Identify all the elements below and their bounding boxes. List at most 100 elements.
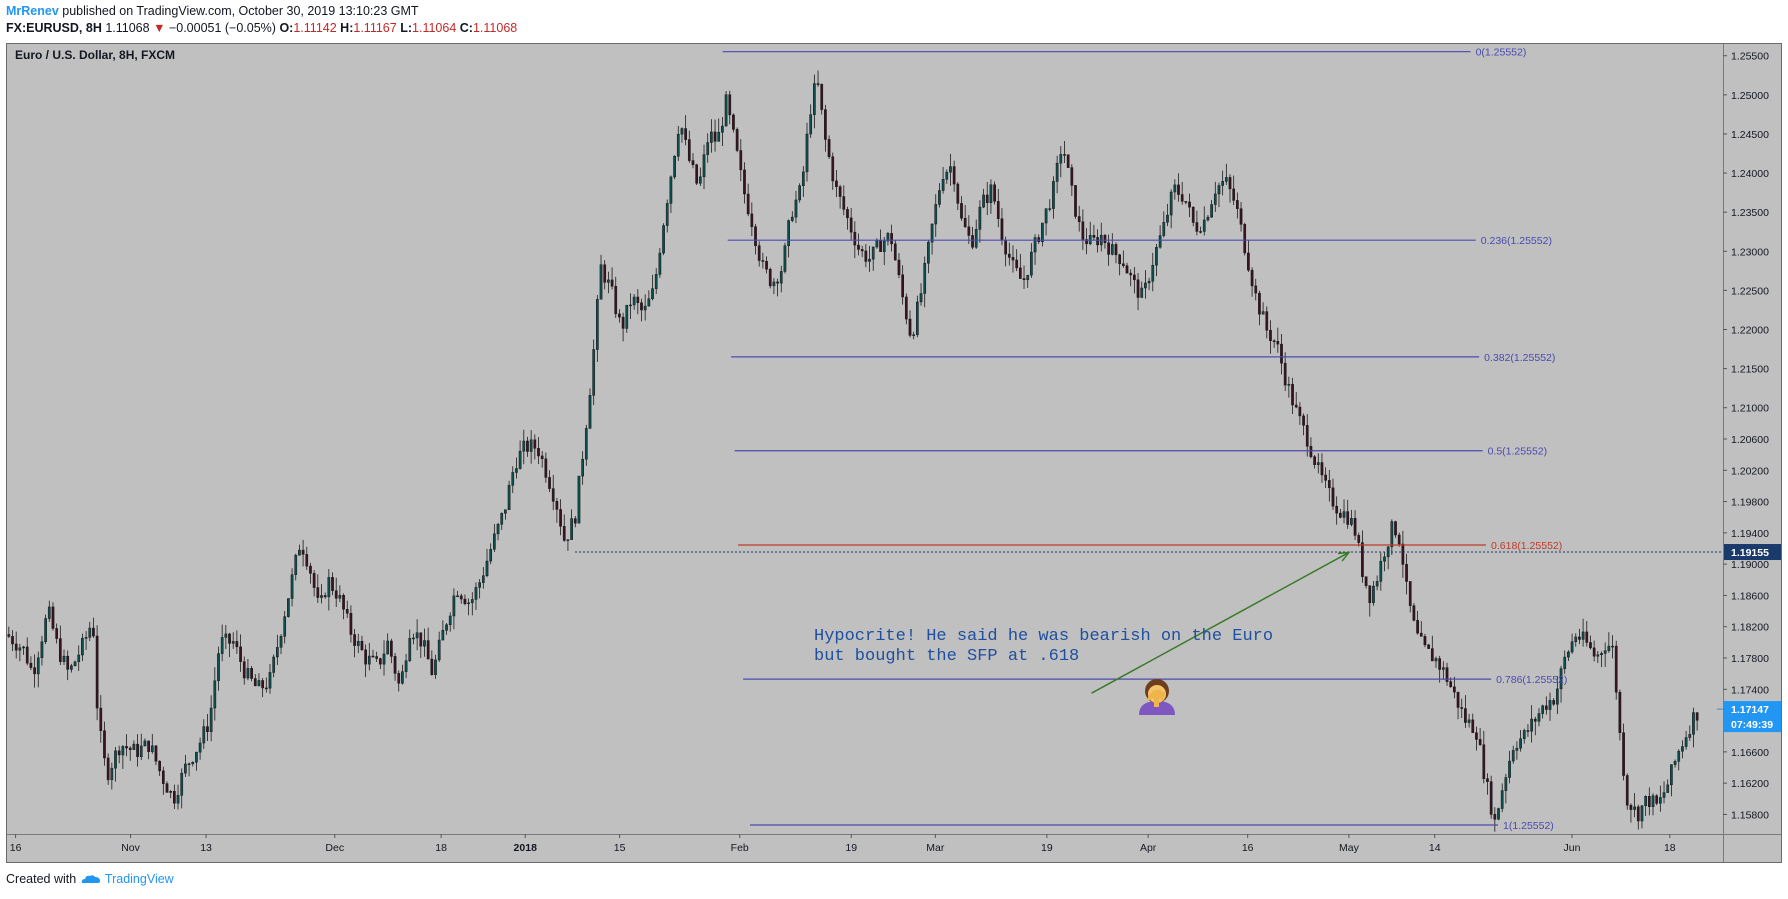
candle-body xyxy=(136,743,139,757)
candle-body xyxy=(7,634,11,637)
candle-body xyxy=(1456,691,1460,708)
candle-body xyxy=(1147,280,1151,284)
candle-body xyxy=(1085,239,1088,245)
candle-body xyxy=(51,606,55,629)
candle-body xyxy=(1556,688,1559,705)
candle-body xyxy=(875,240,879,248)
candle-body xyxy=(220,637,224,654)
candle-body xyxy=(1169,191,1173,216)
candle-body xyxy=(1375,581,1379,587)
candle-body xyxy=(1007,253,1011,258)
candle-body xyxy=(1405,564,1408,582)
candle-body xyxy=(912,334,916,337)
candle-body xyxy=(702,154,706,178)
price-chart[interactable]: Euro / U.S. Dollar, 8H, FXCM 1.25500 1.250… xyxy=(7,44,1782,863)
candle-body xyxy=(92,627,95,637)
candle-body xyxy=(1419,632,1423,637)
candle-body xyxy=(1353,518,1357,536)
candle-body xyxy=(949,166,952,173)
candle-body xyxy=(1239,208,1243,225)
candle-body xyxy=(632,296,636,306)
candle-body xyxy=(595,299,599,350)
author-link[interactable]: MrRenev xyxy=(6,4,59,18)
candle-body xyxy=(448,615,452,625)
candle-body xyxy=(1121,263,1125,266)
candle-body xyxy=(551,488,555,502)
candle-body xyxy=(73,661,77,667)
candle-body xyxy=(651,288,654,300)
candle-body xyxy=(1018,267,1022,279)
tradingview-link[interactable]: TradingView xyxy=(104,872,174,886)
annotation-arrow[interactable] xyxy=(1091,551,1350,694)
candle-body xyxy=(1258,292,1261,315)
x-tick-label: 14 xyxy=(1429,842,1441,854)
candle-body xyxy=(275,647,279,658)
candle-body xyxy=(345,609,349,614)
candle-body xyxy=(871,246,875,260)
candle-body xyxy=(1692,712,1695,735)
candle-body xyxy=(1434,658,1438,662)
candle-body xyxy=(978,206,982,230)
candle-body xyxy=(279,636,283,648)
candle-body xyxy=(1416,620,1419,634)
candle-body xyxy=(338,595,342,599)
candle-body xyxy=(838,186,842,197)
candle-body xyxy=(1397,534,1401,545)
x-tick-label: Dec xyxy=(325,842,344,854)
candle-body xyxy=(305,554,309,567)
candle-body xyxy=(268,672,272,689)
candle-body xyxy=(1651,795,1655,808)
candle-body xyxy=(1662,792,1666,798)
candle-body xyxy=(816,83,820,85)
candle-body xyxy=(1544,705,1548,710)
candle-body xyxy=(1077,216,1081,223)
candle-body xyxy=(434,659,437,675)
candle-body xyxy=(618,313,621,318)
candle-body xyxy=(1633,806,1636,810)
candle-body xyxy=(864,250,868,262)
candle-body xyxy=(1574,636,1578,643)
candle-body xyxy=(309,565,312,574)
candle-body xyxy=(1611,645,1614,648)
candle-body xyxy=(169,791,173,793)
candle-body xyxy=(132,743,136,750)
candle-body xyxy=(1684,737,1688,747)
candle-body xyxy=(857,244,860,250)
candle-body xyxy=(1155,247,1158,266)
candle-body xyxy=(735,129,739,151)
candle-body xyxy=(643,305,647,311)
candle-body xyxy=(493,533,496,550)
candle-body xyxy=(923,262,927,294)
candle-body xyxy=(356,640,360,646)
candle-body xyxy=(1011,257,1015,261)
candle-body xyxy=(290,574,294,599)
candle-body xyxy=(22,646,25,649)
candle-body xyxy=(544,458,548,478)
candle-body xyxy=(154,745,158,762)
candle-body xyxy=(1390,521,1394,548)
candle-body xyxy=(853,231,857,246)
candle-body xyxy=(272,656,276,673)
candle-body xyxy=(1511,750,1515,762)
candle-body xyxy=(235,641,239,648)
candle-body xyxy=(1173,184,1177,193)
y-tick-label: 1.18200 xyxy=(1731,622,1769,634)
candle-body xyxy=(676,133,680,157)
candle-body xyxy=(1338,512,1342,518)
candle-body xyxy=(1110,244,1114,255)
y-tick-label: 1.25500 xyxy=(1731,51,1769,63)
candle-body xyxy=(121,746,125,756)
candle-body xyxy=(1486,778,1489,782)
candle-body xyxy=(246,668,250,679)
candle-body xyxy=(143,740,147,747)
candle-body xyxy=(1629,804,1633,810)
y-tick-label: 1.17400 xyxy=(1731,684,1769,696)
candle-body xyxy=(1695,712,1699,721)
chart-panel[interactable]: Euro / U.S. Dollar, 8H, FXCM 1.25500 1.250… xyxy=(6,43,1782,863)
candle-body xyxy=(1497,808,1500,820)
candle-body xyxy=(893,243,897,261)
candle-body xyxy=(1276,341,1280,345)
y-tick-label: 1.23500 xyxy=(1731,207,1769,219)
candle-body xyxy=(1236,200,1239,209)
candle-body xyxy=(1092,235,1096,238)
